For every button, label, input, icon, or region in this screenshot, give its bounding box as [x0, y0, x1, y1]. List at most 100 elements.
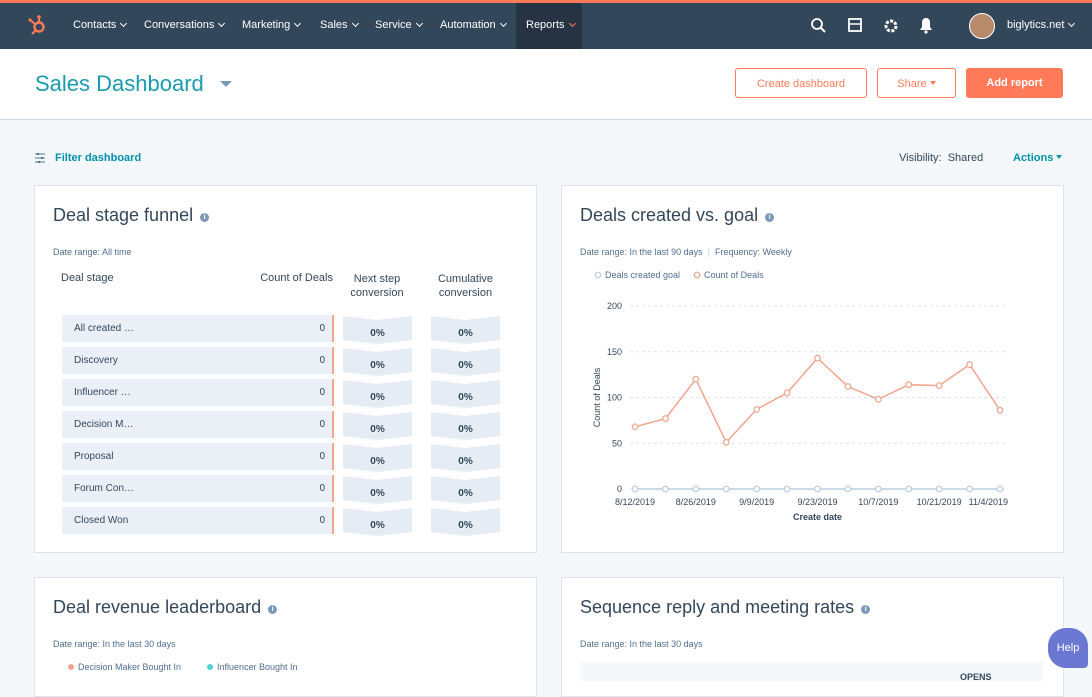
data-point — [905, 381, 913, 389]
value: In the last 30 days — [102, 639, 176, 649]
line-chart: 0 50 100 150 200 8/12/2019 8/26/2019 9/9/2019 9/… — [592, 270, 1008, 522]
nav-item[interactable]: Contacts — [73, 19, 128, 31]
conversion-chevron — [431, 412, 500, 440]
data-point — [662, 485, 669, 493]
deal-count: 0 — [319, 387, 325, 398]
stage-name: Proposal — [74, 451, 114, 462]
data-point — [935, 382, 943, 390]
data-point — [814, 354, 821, 362]
settings-icon[interactable] — [884, 19, 898, 33]
funnel-title: Deal stage funnel i — [53, 205, 210, 226]
deal-count: 0 — [319, 451, 325, 462]
visibility: Visibility: Shared — [899, 152, 983, 164]
deal-count: 0 — [319, 419, 325, 430]
funnel-row — [62, 443, 334, 470]
nav-item[interactable]: Marketing — [242, 19, 302, 31]
y-tick-label: 100 — [607, 393, 622, 403]
leaderboard-date-range: Date range: In the last 30 days — [53, 639, 176, 649]
funnel-row — [62, 411, 334, 438]
cumulative-conversion: 0% — [458, 488, 473, 499]
add-report-button[interactable]: Add report — [966, 68, 1063, 98]
column-header: Cumulative conversion — [437, 273, 494, 299]
legend-marker — [594, 271, 602, 279]
deal-count: 0 — [319, 323, 325, 334]
value: Weekly — [762, 247, 792, 257]
data-point — [631, 423, 639, 431]
y-tick-label: 200 — [607, 301, 622, 311]
funnel-date-range: Date range: All time — [53, 247, 132, 257]
cumulative-conversion: 0% — [458, 328, 473, 339]
nav-item[interactable]: Service — [375, 19, 423, 31]
search-icon[interactable] — [811, 18, 823, 30]
create-dashboard-button[interactable]: Create dashboard — [735, 68, 867, 98]
series-line — [634, 357, 1001, 444]
data-point — [722, 485, 730, 493]
label: Date range: — [580, 639, 628, 649]
nav-text: Contacts — [73, 19, 117, 31]
stage-name: Influencer … — [74, 387, 131, 398]
column-header: OPENS — [960, 672, 992, 682]
avatar[interactable] — [969, 13, 995, 39]
share-button[interactable]: Share — [877, 68, 956, 98]
nav-item[interactable]: Conversations — [144, 19, 226, 31]
leaderboard-card — [34, 577, 537, 697]
data-point — [844, 485, 852, 493]
title-text: Deal stage funnel — [53, 205, 194, 225]
next-step-conversion: 0% — [370, 360, 385, 371]
stage-name: Closed Won — [74, 515, 129, 526]
dashboard-title[interactable]: Sales Dashboard — [35, 71, 232, 97]
value: In the last 90 days — [629, 247, 703, 257]
visibility-value[interactable]: Shared — [947, 152, 984, 164]
filter-icon — [35, 153, 45, 163]
help-button[interactable]: Help — [1048, 628, 1088, 668]
label: Date range: — [53, 639, 101, 649]
data-point — [783, 485, 791, 493]
conversion-chevron — [343, 444, 412, 472]
legend-item: Decision Maker Bought In — [68, 662, 181, 672]
column-header: Deal stage — [61, 272, 114, 284]
data-point — [996, 406, 1004, 414]
cumulative-conversion: 0% — [458, 456, 473, 467]
data-point — [814, 485, 821, 493]
conversion-chevron — [431, 316, 500, 344]
next-step-conversion: 0% — [370, 424, 385, 435]
filter-dashboard[interactable]: Filter dashboard — [55, 152, 142, 164]
sequence-date-range: Date range: In the last 30 days — [580, 639, 703, 649]
y-tick-label: 0 — [617, 484, 622, 494]
next-step-conversion: 0% — [370, 520, 385, 531]
cumulative-conversion: 0% — [458, 424, 473, 435]
conversion-chevron — [343, 412, 412, 440]
share-text: Share — [897, 78, 927, 90]
logo[interactable] — [27, 14, 49, 36]
conversion-chevron — [431, 476, 500, 504]
legend-label: Count of Deals — [704, 270, 764, 280]
table-header — [580, 662, 1043, 681]
data-point — [783, 389, 791, 397]
nav-item[interactable]: Automation — [440, 19, 507, 31]
next-step-conversion: 0% — [370, 456, 385, 467]
y-tick-label: 150 — [607, 347, 622, 357]
marketplace-icon[interactable] — [848, 18, 862, 32]
data-point — [874, 485, 882, 493]
data-point — [722, 438, 730, 446]
active-nav-bg — [516, 3, 582, 49]
data-point — [905, 485, 913, 493]
deal-count: 0 — [319, 483, 325, 494]
column-header: Next step conversion — [350, 273, 404, 299]
data-point — [966, 361, 973, 368]
nav-item[interactable]: Sales — [320, 19, 359, 31]
x-tick-label: 10/7/2019 — [858, 497, 898, 507]
deal-count: 0 — [319, 355, 325, 366]
data-point — [966, 485, 973, 493]
conversion-chevron — [343, 348, 412, 376]
notifications-icon[interactable] — [920, 18, 932, 30]
conversion-chevron — [343, 476, 412, 504]
actions-menu[interactable]: Actions — [1013, 152, 1063, 164]
conversion-chevron — [431, 348, 500, 376]
cumulative-conversion: 0% — [458, 360, 473, 371]
legend-item: Influencer Bought In — [207, 662, 298, 672]
nav-item[interactable]: Reports — [526, 19, 576, 31]
cumulative-conversion: 0% — [458, 520, 473, 531]
conversion-chevron — [343, 508, 412, 536]
account-menu[interactable]: biglytics.net — [1007, 19, 1076, 31]
